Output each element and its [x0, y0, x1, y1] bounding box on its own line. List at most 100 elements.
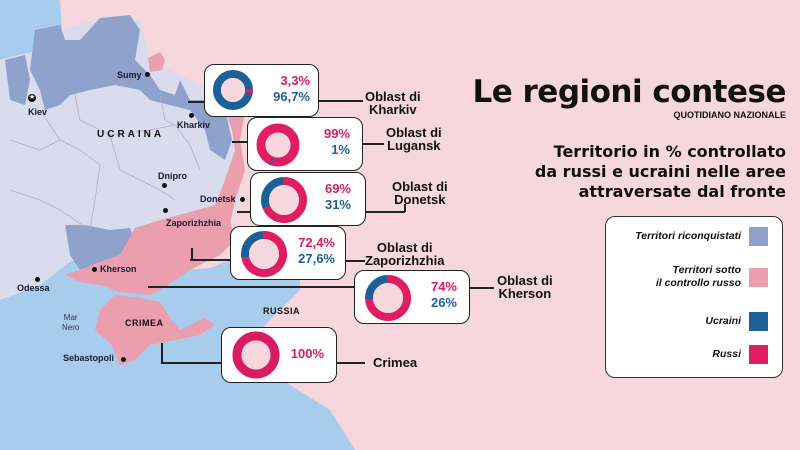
city-dot-zaporizhzhia	[163, 208, 168, 213]
legend-label: Ucraini	[705, 315, 741, 327]
city-label-kharkiv: Kharkiv	[177, 120, 211, 130]
percentages-lugansk: 99% 1%	[324, 126, 350, 158]
region-label-lugansk: Oblast di Lugansk	[386, 126, 442, 152]
region-label-donetsk: Oblast di Donetsk	[392, 180, 448, 206]
legend-item-ukrainians: Ucraini	[705, 312, 768, 331]
city-dot-kharkiv	[189, 113, 194, 118]
subtitle-line-3: attraversate dal fronte	[578, 182, 786, 201]
connector-crimea-v	[161, 343, 163, 363]
region-label-crimea: CRIMEA	[125, 318, 164, 328]
legend-item-russians: Russi	[712, 345, 768, 364]
percentages-zaporizhzhia: 72,4% 27,6%	[298, 235, 335, 267]
city-label-kherson: Kherson	[100, 264, 137, 274]
subtitle: Territorio in % controllato da russi e u…	[535, 142, 786, 202]
connector-zaporizhzhia-label	[345, 260, 365, 262]
russi-pct-kherson: 74%	[430, 279, 457, 294]
donut-chart-lugansk	[256, 123, 300, 167]
russi-pct-kharkiv: 3,3%	[280, 73, 310, 88]
connector-donetsk-label-v	[404, 204, 406, 212]
russi-pct-donetsk: 69%	[324, 181, 351, 196]
region-card-crimea: 100%	[221, 327, 337, 383]
connector-lugansk	[232, 141, 248, 143]
region-label-zaporizhzhia: Oblast di Zaporizhzhia	[365, 241, 444, 267]
russian-controlled-south	[65, 218, 235, 295]
city-dot-odessa	[35, 277, 40, 282]
country-label-ukraine: UCRAINA	[97, 129, 165, 140]
sea-label-black-sea: Mar Nero	[62, 313, 79, 333]
connector-kharkiv-label	[318, 100, 363, 102]
connector-donetsk-label	[365, 211, 405, 213]
legend-label: Territori sotto il controllo russo	[656, 264, 741, 290]
percentages-kharkiv: 3,3% 96,7%	[273, 73, 310, 105]
oblast-borders	[9, 94, 201, 231]
russi-pct-zaporizhzhia: 72,4%	[298, 235, 335, 250]
sea-label-line-1: Mar	[63, 313, 78, 322]
region-label-line-1: Oblast di	[376, 240, 433, 255]
ucraini-pct-donetsk: 31%	[324, 197, 351, 212]
russi-pct-lugansk: 99%	[323, 126, 350, 141]
region-card-kherson: 74% 26%	[354, 270, 470, 324]
connector-kherson-label	[469, 287, 494, 289]
region-label-line-1: Oblast di	[392, 179, 448, 194]
russi-pct-crimea: 100%	[290, 346, 324, 361]
ucraini-pct-lugansk: 1%	[331, 142, 350, 157]
city-label-kiev: Kiev	[28, 107, 48, 117]
city-dot-kherson	[92, 267, 97, 272]
region-label-line-2: Kharkiv	[368, 102, 417, 117]
reconquered-north	[30, 15, 232, 160]
reconquered-kherson	[65, 225, 135, 270]
connector-kherson	[148, 286, 354, 288]
russian-controlled-east	[135, 110, 245, 240]
capital-star-icon: ★	[28, 94, 36, 102]
city-label-sumy: Sumy	[117, 70, 142, 80]
city-dot-donetsk	[240, 197, 245, 202]
ucraini-pct-kharkiv: 96,7%	[273, 89, 310, 104]
legend-item-russian-controlled: Territori sotto il controllo russo	[656, 264, 768, 290]
legend-item-reconquered: Territori riconquistati	[635, 227, 768, 246]
percentages-donetsk: 69% 31%	[325, 181, 351, 213]
region-label-line-1: Oblast di	[365, 89, 421, 104]
page-title: Le regioni contese	[472, 74, 786, 110]
country-label-russia: RUSSIA	[263, 306, 301, 316]
legend-label-line-2: il controllo russo	[655, 277, 741, 289]
belarus-area	[0, 0, 62, 60]
city-label-zaporizhzhia: Zaporizhzhia	[166, 218, 222, 228]
region-label-crimea-card: Crimea	[373, 355, 418, 370]
region-card-lugansk: 99% 1%	[247, 117, 363, 171]
donut-chart-crimea	[232, 331, 280, 379]
city-label-odessa: Odessa	[17, 283, 50, 293]
donut-chart-kharkiv	[213, 70, 253, 110]
region-label-line-2: Kherson	[498, 286, 552, 301]
region-card-zaporizhzhia: 72,4% 27,6%	[230, 226, 346, 280]
legend: Territori riconquistati Territori sotto …	[605, 216, 783, 378]
subtitle-line-2: da russi e ucraini nelle aree	[534, 162, 786, 181]
sea-label-line-2: Nero	[62, 323, 80, 332]
connector-crimea-label	[335, 362, 365, 364]
ucraini-pct-zaporizhzhia: 27,6%	[298, 251, 335, 266]
subtitle-line-1: Territorio in % controllato	[553, 142, 786, 161]
region-label-line-2: Zaporizhzhia	[365, 253, 445, 268]
city-label-sebastopoli: Sebastopoli	[63, 353, 115, 363]
source-label: QUOTIDIANO NAZIONALE	[673, 110, 787, 120]
legend-label-line-1: Territori sotto	[672, 264, 741, 276]
city-label-donetsk: Donetsk	[200, 194, 236, 204]
region-label-kherson: Oblast di Kherson	[497, 274, 553, 300]
donut-chart-zaporizhzhia	[241, 231, 287, 277]
city-dot-sebastopoli	[121, 357, 126, 362]
donut-chart-donetsk	[261, 177, 307, 223]
reconquered-west	[5, 55, 30, 105]
legend-label: Russi	[712, 348, 741, 360]
percentages-kherson: 74% 26%	[431, 279, 457, 311]
black-sea	[0, 240, 355, 450]
legend-label: Territori riconquistati	[635, 230, 741, 242]
connector-kharkiv	[188, 101, 205, 103]
legend-swatch-reconquered	[749, 227, 768, 246]
legend-swatch-ukrainians	[749, 312, 768, 331]
connector-crimea	[161, 362, 222, 364]
city-dot-sumy	[145, 72, 150, 77]
donut-chart-kherson	[365, 275, 411, 321]
city-dot-dnipro	[162, 183, 167, 188]
connector-zaporizhzhia-v	[191, 248, 193, 260]
region-label-kharkiv: Oblast di Kharkiv	[365, 90, 421, 116]
region-label-line-1: Oblast di	[497, 273, 553, 288]
